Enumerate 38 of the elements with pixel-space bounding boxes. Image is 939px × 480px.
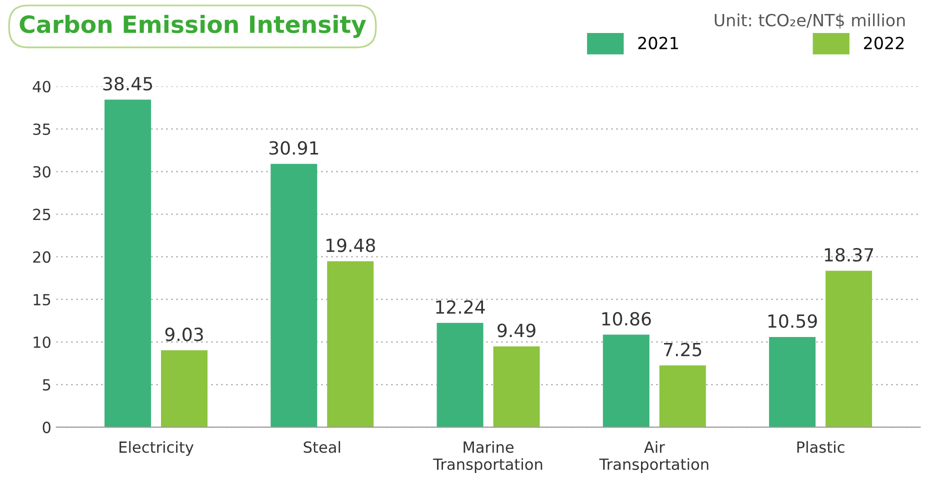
bar — [104, 100, 152, 428]
y-tick-label: 30 — [33, 166, 50, 178]
x-tick-label: Marine Transportation — [433, 441, 542, 473]
data-label: 30.91 — [269, 141, 318, 155]
y-tick-label: 15 — [34, 294, 50, 306]
y-tick-label: 40 — [32, 80, 50, 92]
y-tick-label: 10 — [34, 336, 50, 348]
bar — [161, 350, 208, 428]
chart-title: Carbon Emission Intensity — [20, 14, 366, 38]
data-label: 38.45 — [103, 76, 152, 91]
bar — [659, 365, 706, 428]
y-tick-label: 35 — [33, 123, 50, 136]
data-label: 10.59 — [768, 314, 817, 328]
text: Unit: tCO₂e/NT$ million — [714, 14, 905, 29]
x-tick-label: Air Transportation — [599, 441, 708, 473]
bar — [270, 164, 318, 428]
legend-label: 2022 — [864, 36, 904, 50]
bar — [769, 336, 816, 428]
bar — [602, 334, 650, 428]
data-label: 19.48 — [326, 238, 375, 252]
x-tick-label: Electricity — [120, 441, 194, 456]
y-tick-label: 0 — [42, 422, 50, 434]
bar — [826, 270, 872, 428]
bar — [327, 261, 374, 428]
bar — [493, 346, 540, 428]
legend-label: 2021 — [638, 36, 678, 50]
x-tick-label: Steal — [304, 441, 340, 453]
data-label: 12.24 — [436, 300, 485, 314]
data-label: 18.37 — [824, 248, 874, 262]
y-tick-label: 20 — [33, 251, 50, 263]
data-label: 9.49 — [498, 324, 536, 338]
data-label: 10.86 — [602, 312, 651, 326]
y-tick-label: 25 — [33, 208, 50, 220]
bar — [436, 322, 484, 428]
x-tick-label: Plastic — [797, 441, 844, 453]
y-tick-label: 5 — [42, 379, 50, 391]
data-label: 7.25 — [664, 342, 702, 356]
data-label: 9.03 — [165, 328, 203, 342]
